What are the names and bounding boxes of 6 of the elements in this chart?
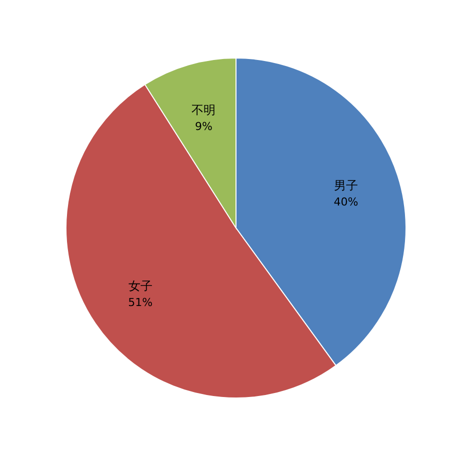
slice-label: 男子 <box>334 178 358 192</box>
slice-label: 女子 <box>128 278 152 293</box>
data-label: 51% <box>128 296 153 309</box>
data-label: 9% <box>195 120 212 133</box>
slice-label: 不明 <box>192 102 216 117</box>
data-label: 40% <box>334 195 358 208</box>
